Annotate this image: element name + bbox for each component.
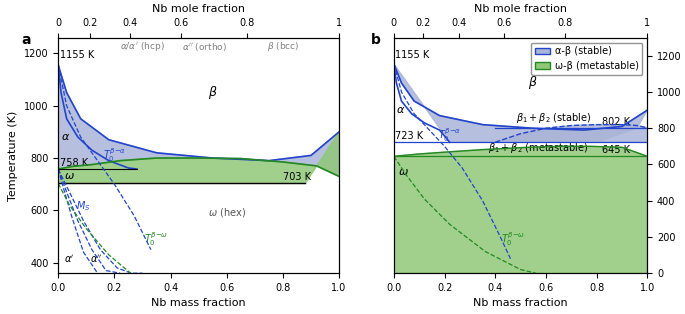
Text: $\alpha$: $\alpha$ xyxy=(396,105,405,115)
Text: $T_0^{\beta\mathrm{-}\alpha}$: $T_0^{\beta\mathrm{-}\alpha}$ xyxy=(438,127,461,144)
Text: $\beta$: $\beta$ xyxy=(528,74,538,91)
Text: $\beta$ (bcc): $\beta$ (bcc) xyxy=(266,41,299,53)
Text: 758 K: 758 K xyxy=(60,158,88,168)
Text: $\alpha/\alpha^{\prime}$ (hcp): $\alpha/\alpha^{\prime}$ (hcp) xyxy=(120,41,165,53)
Legend: α-β (stable), ω-β (metastable): α-β (stable), ω-β (metastable) xyxy=(532,42,643,75)
Polygon shape xyxy=(495,125,647,142)
Polygon shape xyxy=(394,64,647,142)
Text: $\alpha^{\prime\prime}$: $\alpha^{\prime\prime}$ xyxy=(90,253,103,265)
Text: $\beta$: $\beta$ xyxy=(208,84,218,101)
Text: 802 K: 802 K xyxy=(601,117,630,127)
Text: $\omega$ (hex): $\omega$ (hex) xyxy=(208,207,246,219)
Text: $\alpha'$: $\alpha'$ xyxy=(64,253,75,265)
Y-axis label: Temperature (K): Temperature (K) xyxy=(8,110,18,201)
X-axis label: Nb mole fraction: Nb mole fraction xyxy=(152,4,245,14)
Text: a: a xyxy=(22,33,32,47)
Text: $M_S$: $M_S$ xyxy=(76,200,90,213)
Text: $\beta_1+\beta_2$ (metastable): $\beta_1+\beta_2$ (metastable) xyxy=(488,141,588,155)
Text: $\alpha^{\prime\prime}$ (ortho): $\alpha^{\prime\prime}$ (ortho) xyxy=(182,41,227,53)
Text: $\beta_1+\beta_2$ (stable): $\beta_1+\beta_2$ (stable) xyxy=(516,111,591,125)
Text: $T_0^{\beta\mathrm{-}\alpha}$: $T_0^{\beta\mathrm{-}\alpha}$ xyxy=(103,147,126,164)
Text: 1155 K: 1155 K xyxy=(395,50,429,60)
Text: 645 K: 645 K xyxy=(601,145,630,155)
Text: $\omega$: $\omega$ xyxy=(398,167,409,177)
Text: 723 K: 723 K xyxy=(395,131,423,141)
Polygon shape xyxy=(58,65,339,176)
Text: $T_0^{\beta\mathrm{-}\omega}$: $T_0^{\beta\mathrm{-}\omega}$ xyxy=(145,230,169,248)
Text: $T_0^{\beta\mathrm{-}\omega}$: $T_0^{\beta\mathrm{-}\omega}$ xyxy=(501,230,525,248)
Polygon shape xyxy=(58,132,339,183)
X-axis label: Nb mass fraction: Nb mass fraction xyxy=(473,299,568,308)
Text: $\omega$: $\omega$ xyxy=(64,171,75,181)
Text: 703 K: 703 K xyxy=(283,171,311,181)
X-axis label: Nb mass fraction: Nb mass fraction xyxy=(151,299,246,308)
Text: 1155 K: 1155 K xyxy=(60,50,94,60)
Polygon shape xyxy=(394,146,647,273)
X-axis label: Nb mole fraction: Nb mole fraction xyxy=(474,4,567,14)
Text: $\alpha$: $\alpha$ xyxy=(61,132,70,142)
Text: b: b xyxy=(371,33,381,47)
